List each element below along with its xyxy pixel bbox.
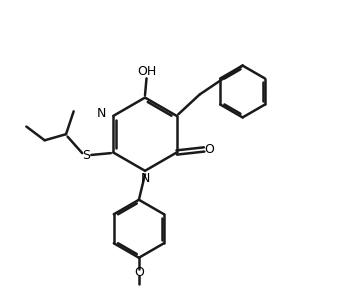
- Text: S: S: [82, 149, 90, 162]
- Text: N: N: [96, 107, 106, 120]
- Text: OH: OH: [137, 65, 156, 77]
- Text: O: O: [205, 143, 214, 156]
- Text: O: O: [134, 267, 144, 279]
- Text: N: N: [140, 172, 150, 185]
